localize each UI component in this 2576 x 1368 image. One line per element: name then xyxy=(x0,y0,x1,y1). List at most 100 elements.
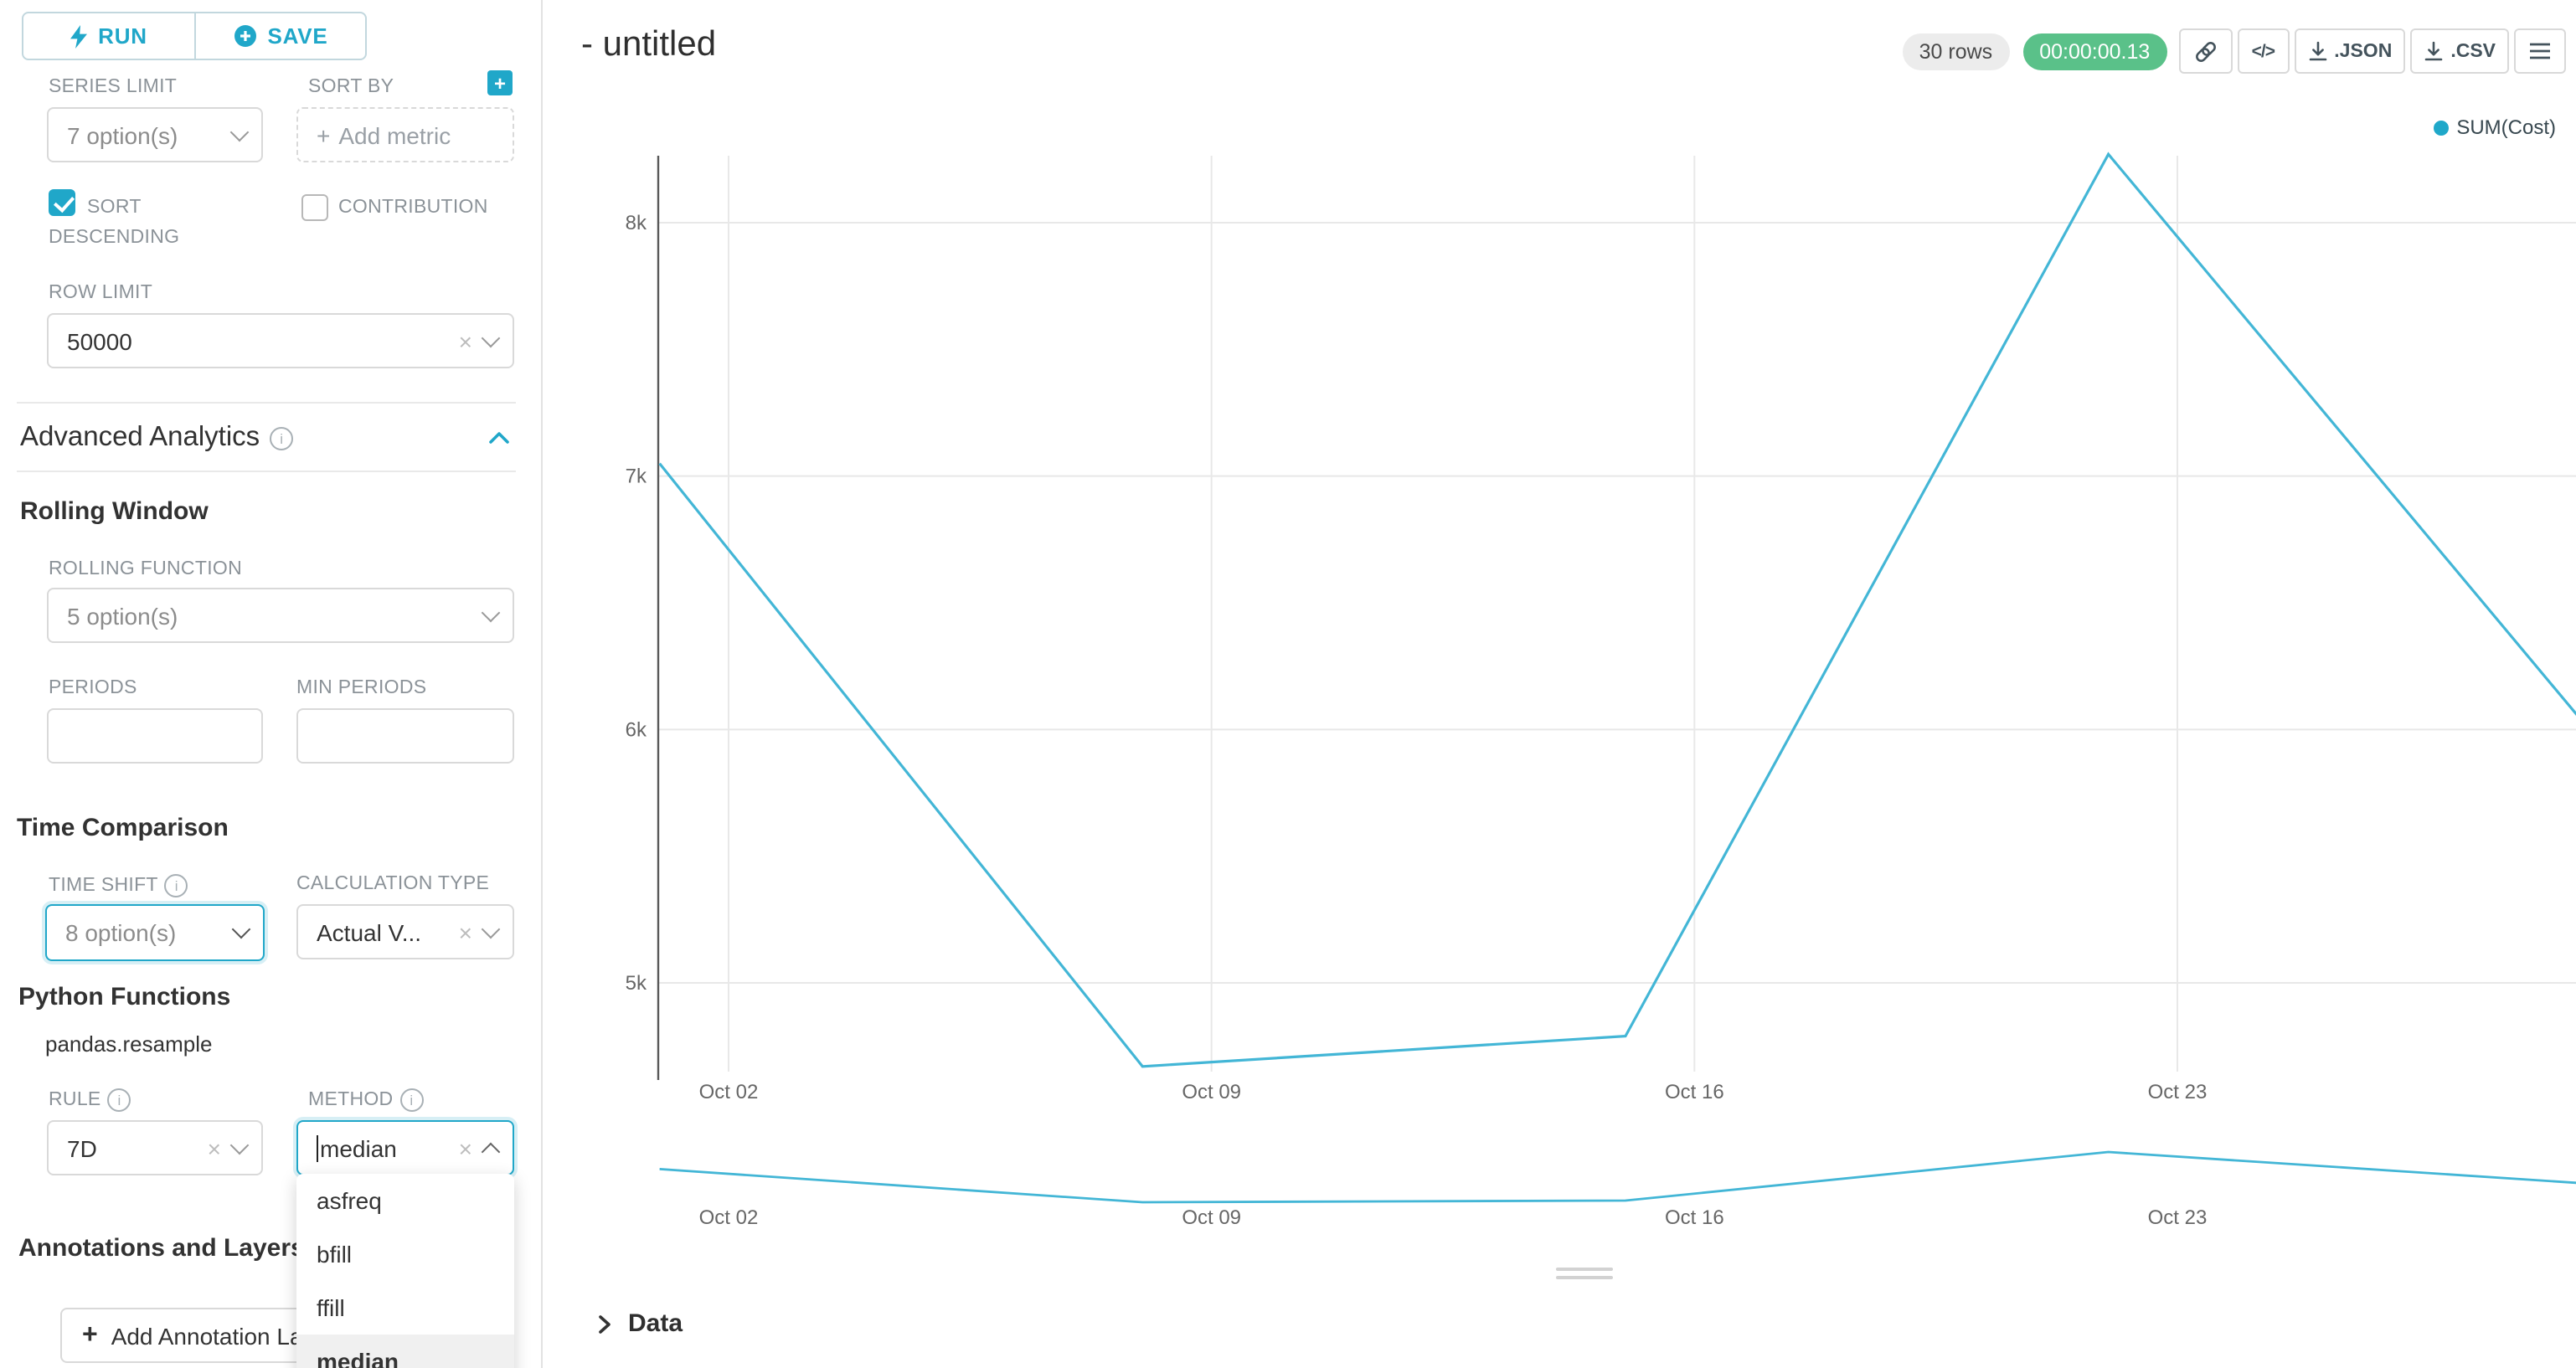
sort-descending-label: SORT DESCENDING xyxy=(49,198,180,248)
contribution-label: CONTRIBUTION xyxy=(338,198,488,218)
plus-icon: + xyxy=(82,1320,98,1349)
row-limit-value: 50000 xyxy=(67,327,132,354)
svg-text:Oct 23: Oct 23 xyxy=(2148,1081,2208,1103)
rolling-window-title: Rolling Window xyxy=(20,497,209,526)
data-section-toggle[interactable]: Data xyxy=(598,1309,683,1338)
time-comparison-title: Time Comparison xyxy=(17,814,229,842)
download-icon xyxy=(2425,41,2443,61)
chevron-down-icon xyxy=(481,602,501,622)
method-label: METHOD xyxy=(308,1088,424,1112)
svg-text:6k: 6k xyxy=(626,718,647,741)
clear-icon[interactable]: × xyxy=(207,1134,221,1161)
svg-text:8k: 8k xyxy=(626,212,647,234)
menu-item[interactable]: bfill xyxy=(317,1241,353,1268)
time-shift-select[interactable]: 8 option(s) xyxy=(45,904,265,961)
legend-dot-icon xyxy=(2433,120,2449,135)
svg-text:Oct 02: Oct 02 xyxy=(699,1081,759,1103)
chevron-down-icon xyxy=(229,1134,250,1155)
contribution-checkbox[interactable] xyxy=(301,194,328,221)
divider xyxy=(17,471,516,472)
line-chart: 8k 7k 6k 5k Oct 02 Oct 09 Oct 16 Oct 23 Oct 02 Oc… xyxy=(626,152,2576,1229)
chevron-right-icon xyxy=(599,1314,611,1333)
save-button[interactable]: SAVE xyxy=(193,13,365,59)
row-limit-label: ROW LIMIT xyxy=(49,283,153,303)
sort-by-label: SORT BY xyxy=(308,77,394,97)
svg-text:Oct 02: Oct 02 xyxy=(699,1206,759,1229)
calculation-type-value: Actual V... xyxy=(317,918,422,945)
run-save-button-group: RUN SAVE xyxy=(22,12,367,60)
series-limit-select[interactable]: 7 option(s) xyxy=(47,107,263,162)
menu-button[interactable] xyxy=(2514,28,2566,74)
method-value: median xyxy=(320,1134,397,1161)
info-icon xyxy=(270,426,294,450)
chevron-down-icon xyxy=(229,121,250,141)
legend-label: SUM(Cost) xyxy=(2456,116,2556,139)
series-limit-label: SERIES LIMIT xyxy=(49,77,178,97)
rolling-function-value: 5 option(s) xyxy=(67,602,178,629)
export-csv-button[interactable]: .CSV xyxy=(2410,28,2509,74)
menu-item-selected[interactable]: median xyxy=(296,1335,514,1368)
download-icon xyxy=(2308,41,2326,61)
rolling-function-label: ROLLING FUNCTION xyxy=(49,559,242,579)
chevron-up-icon[interactable] xyxy=(489,432,509,444)
rule-label: RULE xyxy=(49,1088,131,1112)
hamburger-icon xyxy=(2530,43,2550,59)
clear-icon[interactable]: × xyxy=(458,1134,472,1161)
svg-text:Oct 23: Oct 23 xyxy=(2148,1206,2208,1229)
add-sort-metric-icon[interactable]: + xyxy=(487,70,513,95)
clear-icon[interactable]: × xyxy=(458,327,472,354)
clear-icon[interactable]: × xyxy=(458,918,472,945)
chevron-up-icon xyxy=(481,1141,501,1161)
query-timer-badge: 00:00:00.13 xyxy=(2022,33,2167,69)
plus-icon: + xyxy=(317,121,331,148)
row-count-badge: 30 rows xyxy=(1902,33,2010,69)
rule-label-text: RULE xyxy=(49,1090,101,1110)
info-icon xyxy=(107,1088,131,1112)
time-shift-value: 8 option(s) xyxy=(65,919,177,946)
svg-text:Oct 16: Oct 16 xyxy=(1665,1206,1724,1229)
rolling-function-select[interactable]: 5 option(s) xyxy=(47,588,514,643)
sort-descending-checkbox[interactable] xyxy=(49,189,75,216)
pandas-resample-label: pandas.resample xyxy=(45,1031,213,1057)
row-limit-select[interactable]: 50000 × xyxy=(47,313,514,368)
method-options-menu: asfreq bfill ffill median xyxy=(296,1174,514,1368)
periods-label: PERIODS xyxy=(49,678,137,698)
chart-title: - untitled xyxy=(581,25,717,64)
embed-code-button[interactable]: </> xyxy=(2237,28,2290,74)
svg-text:Oct 16: Oct 16 xyxy=(1665,1081,1724,1103)
chart-panel: - untitled 30 rows 00:00:00.13 </> .JSON… xyxy=(543,0,2576,1368)
svg-text:Oct 09: Oct 09 xyxy=(1182,1206,1241,1229)
calculation-type-label: CALCULATION TYPE xyxy=(296,874,490,894)
series-limit-value: 7 option(s) xyxy=(67,121,178,148)
chevron-down-icon xyxy=(481,918,501,939)
json-label: .JSON xyxy=(2334,41,2393,61)
advanced-analytics-title: Advanced Analytics xyxy=(20,422,260,452)
advanced-analytics-header[interactable]: Advanced Analytics xyxy=(20,422,294,454)
copy-link-button[interactable] xyxy=(2178,28,2233,74)
periods-input[interactable] xyxy=(47,708,263,764)
time-shift-label: TIME SHIFT xyxy=(49,874,188,897)
export-json-button[interactable]: .JSON xyxy=(2294,28,2406,74)
min-periods-input[interactable] xyxy=(296,708,514,764)
svg-text:5k: 5k xyxy=(626,972,647,995)
run-button[interactable]: RUN xyxy=(23,13,193,59)
annotations-title: Annotations and Layers xyxy=(18,1234,305,1263)
data-section-label: Data xyxy=(628,1309,683,1338)
chevron-down-icon xyxy=(481,327,501,347)
menu-item[interactable]: asfreq xyxy=(317,1187,382,1214)
panel-resize-handle[interactable] xyxy=(1556,1268,1613,1284)
plus-circle-icon xyxy=(234,25,256,47)
calculation-type-select[interactable]: Actual V... × xyxy=(296,904,514,959)
handle-bar xyxy=(1556,1268,1613,1271)
sort-by-add-metric[interactable]: + Add metric xyxy=(296,107,514,162)
export-buttons: </> .JSON .CSV xyxy=(2178,28,2566,74)
chart-header-actions: 30 rows 00:00:00.13 </> .JSON .CSV xyxy=(1902,28,2566,74)
svg-text:7k: 7k xyxy=(626,465,647,488)
menu-item[interactable]: ffill xyxy=(317,1294,345,1321)
chart-legend[interactable]: SUM(Cost) xyxy=(2433,116,2556,139)
rule-select[interactable]: 7D × xyxy=(47,1120,263,1175)
method-combobox[interactable]: median × xyxy=(296,1120,514,1175)
code-icon: </> xyxy=(2251,41,2275,61)
control-panel: RUN SAVE SERIES LIMIT SORT BY + 7 option… xyxy=(0,0,543,1368)
